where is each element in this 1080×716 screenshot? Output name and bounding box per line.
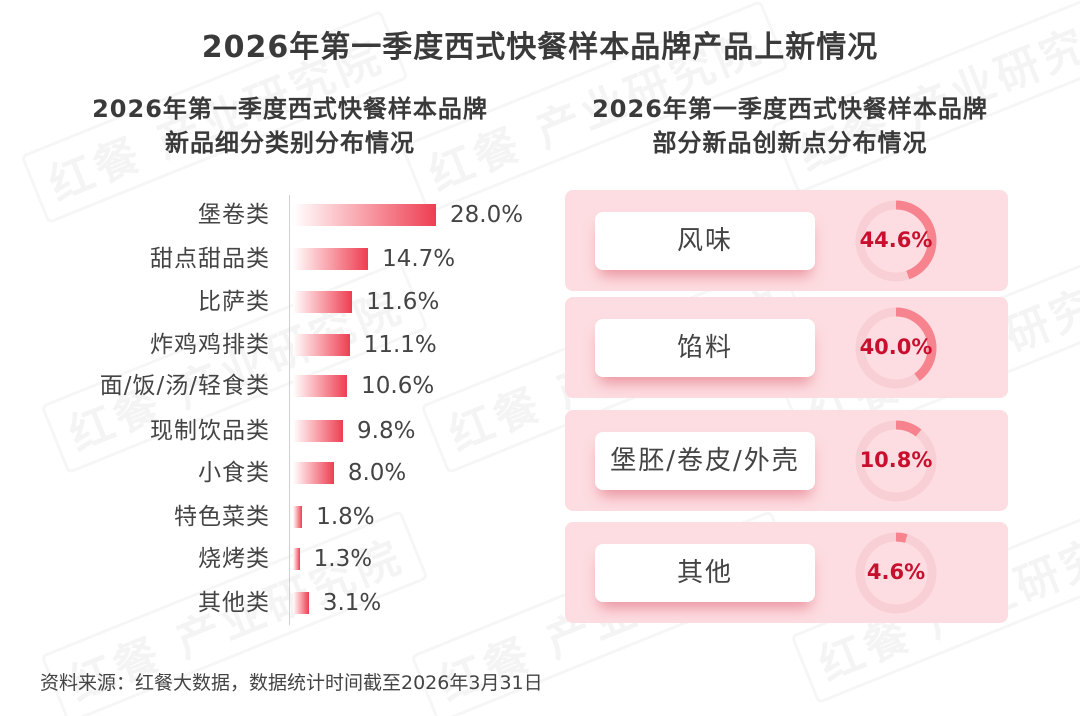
right-chart-title: 2026年第一季度西式快餐样本品牌 部分新品创新点分布情况 [555,92,1025,160]
innovation-percent: 40.0% [859,335,933,359]
bar-category-label: 堡卷类 [198,202,270,228]
bar [293,462,334,484]
ring-gauge-icon [855,200,937,282]
bar-category-label: 特色菜类 [174,504,270,530]
bar [293,291,353,313]
bar [293,420,344,442]
ring-gauge-icon [855,307,937,389]
bar-category-label: 炸鸡鸡排类 [150,332,270,358]
y-axis-line [289,195,290,625]
innovation-percent: 10.8% [859,448,933,472]
bar-value-label: 11.1% [363,332,437,358]
bar-row: 炸鸡鸡排类 11.1% [0,323,560,367]
bar-value-label: 3.1% [322,590,382,616]
bar-value-label: 8.0% [347,460,407,486]
bar-category-label: 现制饮品类 [150,418,270,444]
bar-value-label: 28.0% [450,202,524,228]
innovation-label: 其他 [595,544,815,602]
bar-row: 面/饭/汤/轻食类 10.6% [0,364,560,408]
page-title: 2026年第一季度西式快餐样本品牌产品上新情况 [201,30,879,65]
innovation-percent: 4.6% [866,560,926,584]
bar [293,375,348,397]
bar-row: 烧烤类 1.3% [0,537,560,581]
left-chart-title-line2: 新品细分类别分布情况 [165,129,415,157]
innovation-card: 风味 44.6% [565,190,1008,291]
innovation-label: 堡胚/卷皮/外壳 [595,432,815,490]
bar-value-label: 11.6% [366,289,440,315]
data-source-note: 资料来源：红餐大数据，数据统计时间截至2026年3月31日 [40,672,543,694]
left-chart-title-line1: 2026年第一季度西式快餐样本品牌 [92,95,488,123]
bar-value-label: 1.8% [316,504,375,530]
bar-value-label: 9.8% [357,418,416,444]
ring-gauge-icon [855,532,937,614]
bar [293,204,436,226]
bar-row: 比萨类 11.6% [0,280,560,324]
bar-category-label: 其他类 [198,590,270,616]
innovation-label: 风味 [595,212,815,270]
left-chart-title: 2026年第一季度西式快餐样本品牌 新品细分类别分布情况 [30,92,550,160]
innovation-card: 其他 4.6% [565,522,1008,623]
ring-gauge-icon [855,420,937,502]
bar-value-label: 1.3% [313,546,373,572]
innovation-label: 馅料 [595,319,815,377]
bar-value-label: 14.7% [382,246,456,272]
bar-row: 其他类 3.1% [0,581,560,625]
innovation-percent: 44.6% [859,228,933,252]
bar-row: 甜点甜品类 14.7% [0,237,560,281]
bar [293,506,303,528]
bar [293,548,300,570]
bar [293,248,369,270]
bar-category-label: 小食类 [198,460,270,486]
bar-category-label: 面/饭/汤/轻食类 [99,373,270,399]
innovation-card: 堡胚/卷皮/外壳 10.8% [565,410,1008,511]
bar-row: 现制饮品类 9.8% [0,409,560,453]
bar-category-label: 比萨类 [198,289,270,315]
bar-value-label: 10.6% [361,373,435,399]
right-chart-title-line2: 部分新品创新点分布情况 [652,129,928,157]
bar-row: 堡卷类 28.0% [0,193,560,237]
innovation-card: 馅料 40.0% [565,297,1008,398]
bar [293,592,309,614]
bar-row: 特色菜类 1.8% [0,495,560,539]
bar [293,334,350,356]
bar-row: 小食类 8.0% [0,451,560,495]
right-chart-title-line1: 2026年第一季度西式快餐样本品牌 [592,95,988,123]
bar-category-label: 甜点甜品类 [150,246,270,272]
bar-category-label: 烧烤类 [198,546,270,572]
